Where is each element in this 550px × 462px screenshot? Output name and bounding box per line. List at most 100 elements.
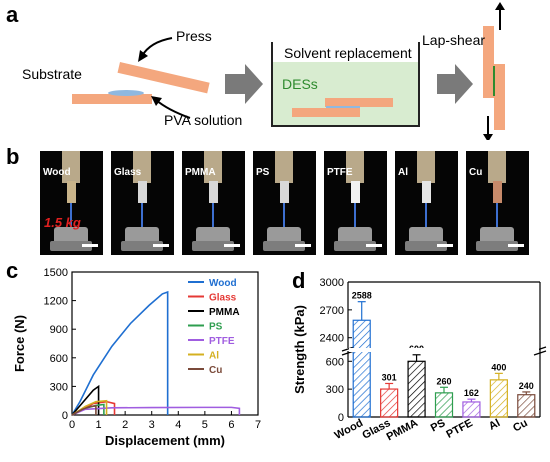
data-label: 2588	[352, 291, 372, 301]
photo-sample	[493, 181, 502, 203]
scale-bar	[153, 244, 169, 247]
x-tick-label: 3	[149, 419, 155, 431]
photo-rod	[141, 203, 143, 227]
pva-droplet	[108, 90, 144, 96]
press-arrowhead	[138, 50, 148, 62]
legend-label: PMMA	[209, 307, 240, 318]
legend-label: PS	[209, 322, 223, 333]
scale-bar	[295, 244, 311, 247]
x-tick-label: Cu	[511, 417, 530, 434]
lapshear-strip-bottom	[494, 64, 505, 130]
photo-weight-base	[50, 241, 92, 251]
photo-pmma: PMMA	[182, 151, 245, 255]
photo-grip	[62, 151, 80, 183]
x-tick-label: PMMA	[385, 417, 420, 443]
bar-ps	[434, 392, 454, 418]
photo-al: Al	[395, 151, 458, 255]
panel-label-d: d	[292, 268, 306, 293]
photo-weight-base	[263, 241, 305, 251]
pull-down-arrowhead	[483, 134, 493, 140]
photo-rod	[70, 203, 72, 227]
photo-sample	[138, 181, 147, 203]
x-tick-label: 1	[96, 419, 102, 431]
force-displacement-chart: 0 300 600 900 1200 1500 0 1 2 3 4 5 6 7 Displacement (…	[12, 267, 261, 448]
photo-sample	[209, 181, 218, 203]
y-tick-label: 2400	[320, 333, 344, 345]
photo-rod	[212, 203, 214, 227]
y-tick-label: 2700	[320, 305, 344, 317]
photo-grip	[346, 151, 364, 183]
photo-rod	[425, 203, 427, 227]
series-line-ptfe	[71, 406, 241, 416]
photo-weight-base	[476, 241, 518, 251]
panel-label-a: a	[6, 2, 19, 27]
photo-grip	[275, 151, 293, 183]
photo-label: PMMA	[185, 167, 216, 178]
photo-sample	[351, 181, 360, 203]
bar-al	[489, 379, 508, 418]
x-tick-label: 2	[122, 419, 128, 431]
axis-break-mark	[533, 350, 547, 356]
y-tick-label: 1500	[44, 267, 68, 279]
x-tick-label: PTFE	[444, 417, 474, 441]
y-tick-label: 0	[338, 412, 344, 424]
data-label: 260	[436, 376, 451, 386]
label-pva-solution: PVA solution	[164, 112, 243, 128]
bar-cu	[517, 394, 536, 418]
substrate-strip	[72, 94, 152, 104]
y-tick-label: 0	[62, 410, 68, 422]
pull-up-arrowhead	[495, 2, 505, 10]
photo-grip	[417, 151, 435, 183]
photo-grip	[488, 151, 506, 183]
pva-arrowhead	[151, 96, 162, 106]
data-label: 240	[519, 381, 534, 391]
process-arrow-1	[225, 64, 263, 104]
press-strip	[117, 62, 210, 94]
data-label: 301	[382, 372, 397, 382]
x-tick-label: 6	[228, 419, 234, 431]
photo-rod	[496, 203, 498, 227]
process-arrow-2	[437, 64, 473, 104]
photo-weight-base	[121, 241, 163, 251]
photo-rod	[283, 203, 285, 227]
data-label: 400	[491, 362, 506, 372]
photo-cu: Cu	[466, 151, 529, 255]
photo-label: Cu	[469, 167, 483, 178]
photo-grip	[133, 151, 151, 183]
x-tick-label: Al	[487, 417, 502, 433]
photo-label: Wood	[43, 167, 71, 178]
y-axis-label: Strength (kPa)	[292, 305, 307, 394]
series-line-pmma	[71, 384, 100, 416]
bar-glass	[380, 388, 399, 418]
plot-frame	[71, 271, 259, 416]
legend-label: Glass	[209, 293, 237, 304]
scale-bar	[508, 244, 524, 247]
y-tick-label: 300	[50, 381, 68, 393]
photo-sample	[422, 181, 431, 203]
legend-label: Al	[209, 351, 219, 362]
x-tick-label: 4	[175, 419, 181, 431]
legend-label: Wood	[209, 278, 237, 289]
axis-break-mark	[341, 346, 355, 352]
press-arrow	[141, 37, 173, 57]
photo-sample	[67, 181, 76, 203]
label-lap-shear: Lap-shear	[422, 32, 486, 48]
series-line-al	[71, 399, 108, 416]
bath-strip-top	[325, 98, 393, 107]
photo-mass-label: 1.5 kg	[44, 215, 81, 230]
panel-label-b: b	[6, 144, 20, 169]
photo-label: Glass	[114, 167, 142, 178]
photo-label: Al	[398, 167, 408, 178]
bath-strip-bottom	[292, 108, 360, 117]
legend-label: Cu	[209, 365, 222, 376]
bar-pmma	[407, 360, 426, 418]
scale-bar	[82, 244, 98, 247]
bar-ptfe	[462, 401, 481, 418]
photo-weight-base	[334, 241, 376, 251]
x-tick-label: 0	[69, 419, 75, 431]
y-tick-label: 600	[326, 356, 344, 368]
label-press: Press	[176, 28, 212, 44]
photo-weight-base	[405, 241, 447, 251]
photo-label: PS	[256, 167, 270, 178]
